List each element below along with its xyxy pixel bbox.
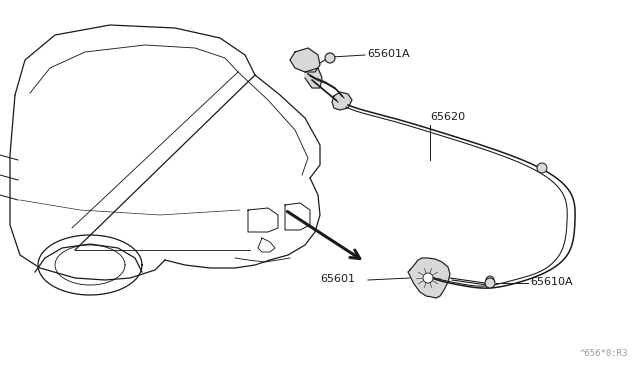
- Text: 65601: 65601: [320, 274, 355, 284]
- Text: ^656*0:R3: ^656*0:R3: [580, 349, 628, 358]
- Text: 65620: 65620: [430, 112, 465, 122]
- Polygon shape: [408, 258, 450, 298]
- Circle shape: [485, 278, 495, 288]
- Circle shape: [423, 273, 433, 283]
- Polygon shape: [332, 92, 352, 110]
- Circle shape: [537, 163, 547, 173]
- Circle shape: [486, 276, 494, 284]
- Polygon shape: [290, 48, 320, 72]
- Circle shape: [325, 53, 335, 63]
- Text: 65601A: 65601A: [367, 49, 410, 59]
- Text: 65610A: 65610A: [530, 277, 573, 287]
- Polygon shape: [305, 68, 322, 88]
